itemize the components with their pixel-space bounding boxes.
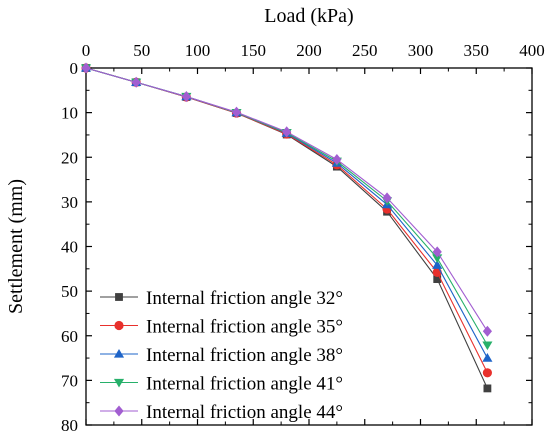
data-point xyxy=(231,106,242,118)
series xyxy=(80,62,493,393)
plot-frame xyxy=(85,67,533,426)
y-tick-label: 0 xyxy=(70,59,79,78)
y-tick-label: 20 xyxy=(61,148,78,167)
x-tick-label: 400 xyxy=(519,41,545,60)
x-tick-label: 350 xyxy=(464,41,490,60)
x-tick-label: 200 xyxy=(296,41,322,60)
legend-marker xyxy=(113,378,125,388)
data-point xyxy=(483,384,492,393)
data-point xyxy=(432,246,442,258)
data-point xyxy=(332,153,342,166)
x-tick-label: 50 xyxy=(133,41,150,60)
data-point xyxy=(482,353,493,362)
y-tick-label: 70 xyxy=(61,371,78,390)
data-point xyxy=(181,91,191,103)
legend-marker xyxy=(115,293,123,301)
legend-label: Internal friction angle 35° xyxy=(146,317,343,338)
legend-label: Internal friction angle 38° xyxy=(146,345,343,366)
data-point xyxy=(432,267,442,277)
y-tick-label: 10 xyxy=(61,104,78,123)
y-tick-label: 80 xyxy=(61,416,78,435)
legend-marker xyxy=(113,348,125,358)
y-tick-label: 30 xyxy=(61,193,78,212)
y-tick-label: 40 xyxy=(61,238,78,257)
data-point xyxy=(282,126,292,138)
x-tick-label: 150 xyxy=(241,41,267,60)
legend-entry: Internal friction angle 32° xyxy=(100,288,343,309)
data-point xyxy=(382,192,392,204)
data-point xyxy=(433,275,442,283)
legend: Internal friction angle 32° Internal fric… xyxy=(100,288,343,423)
legend-marker xyxy=(114,405,124,417)
data-point xyxy=(81,62,91,74)
x-axis-title: Load (kPa) xyxy=(264,5,353,27)
legend-entry: Internal friction angle 44° xyxy=(100,402,343,423)
data-point xyxy=(131,76,141,88)
legend-marker xyxy=(114,320,124,331)
data-point xyxy=(482,325,492,337)
legend-entry: Internal friction angle 35° xyxy=(100,317,343,338)
y-axis-title: Settlement (mm) xyxy=(5,179,27,314)
legend-label: Internal friction angle 32° xyxy=(146,288,343,309)
data-point xyxy=(432,260,443,269)
x-tick-label: 0 xyxy=(82,41,91,60)
data-point xyxy=(482,341,493,351)
series-5 xyxy=(81,62,492,337)
series-line xyxy=(85,67,488,389)
series-1 xyxy=(82,64,492,393)
x-tick-label: 100 xyxy=(185,41,211,60)
x-tick-label: 250 xyxy=(352,41,378,60)
y-tick-label: 60 xyxy=(61,327,78,346)
ticks: 0 50 100 150 200 250 300 350 400 0 10 20 30 40 50 60 70 8… xyxy=(61,41,545,435)
legend-label: Internal friction angle 44° xyxy=(146,402,343,423)
legend-entry: Internal friction angle 38° xyxy=(100,345,343,366)
series-line xyxy=(85,67,488,359)
x-tick-label: 300 xyxy=(408,41,434,60)
data-point xyxy=(482,368,492,378)
y-tick-label: 50 xyxy=(61,282,78,301)
legend-entry: Internal friction angle 41° xyxy=(100,374,343,395)
legend-label: Internal friction angle 41° xyxy=(146,374,343,395)
